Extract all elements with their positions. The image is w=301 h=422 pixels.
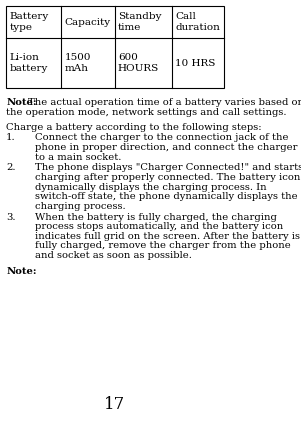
Bar	[6, 6, 224, 88]
Text: Connect the charger to the connection jack of the: Connect the charger to the connection ja…	[35, 133, 289, 143]
Text: indicates full grid on the screen. After the battery is: indicates full grid on the screen. After…	[35, 232, 300, 241]
Text: Call
duration: Call duration	[175, 12, 220, 32]
Text: 1.: 1.	[6, 133, 16, 143]
Text: charging after properly connected. The battery icon: charging after properly connected. The b…	[35, 173, 301, 182]
Text: 1500
mAh: 1500 mAh	[64, 53, 91, 73]
Text: When the battery is fully charged, the charging: When the battery is fully charged, the c…	[35, 213, 277, 222]
Text: The actual operation time of a battery varies based on: The actual operation time of a battery v…	[28, 98, 301, 107]
Text: Capacity: Capacity	[64, 17, 110, 27]
Text: Note:: Note:	[6, 98, 37, 107]
Text: to a main socket.: to a main socket.	[35, 152, 122, 162]
Text: Charge a battery according to the following steps:: Charge a battery according to the follow…	[6, 123, 262, 132]
Text: charging process.: charging process.	[35, 201, 126, 211]
Text: 3.: 3.	[6, 213, 16, 222]
Text: 17: 17	[104, 396, 126, 413]
Text: the operation mode, network settings and call settings.: the operation mode, network settings and…	[6, 108, 287, 116]
Text: Li-ion
battery: Li-ion battery	[10, 53, 48, 73]
Text: dynamically displays the charging process. In: dynamically displays the charging proces…	[35, 182, 267, 192]
Text: phone in proper direction, and connect the charger: phone in proper direction, and connect t…	[35, 143, 298, 152]
Text: Battery
type: Battery type	[10, 12, 49, 32]
Text: process stops automatically, and the battery icon: process stops automatically, and the bat…	[35, 222, 284, 231]
Text: Standby
time: Standby time	[118, 12, 161, 32]
Text: switch-off state, the phone dynamically displays the: switch-off state, the phone dynamically …	[35, 192, 298, 201]
Text: 600
HOURS: 600 HOURS	[118, 53, 159, 73]
Text: 10 HRS: 10 HRS	[175, 59, 216, 68]
Text: fully charged, remove the charger from the phone: fully charged, remove the charger from t…	[35, 241, 291, 250]
Text: and socket as soon as possible.: and socket as soon as possible.	[35, 251, 192, 260]
Text: 2.: 2.	[6, 163, 16, 173]
Text: Note:: Note:	[6, 268, 37, 276]
Text: The phone displays "Charger Connected!" and starts: The phone displays "Charger Connected!" …	[35, 163, 301, 173]
